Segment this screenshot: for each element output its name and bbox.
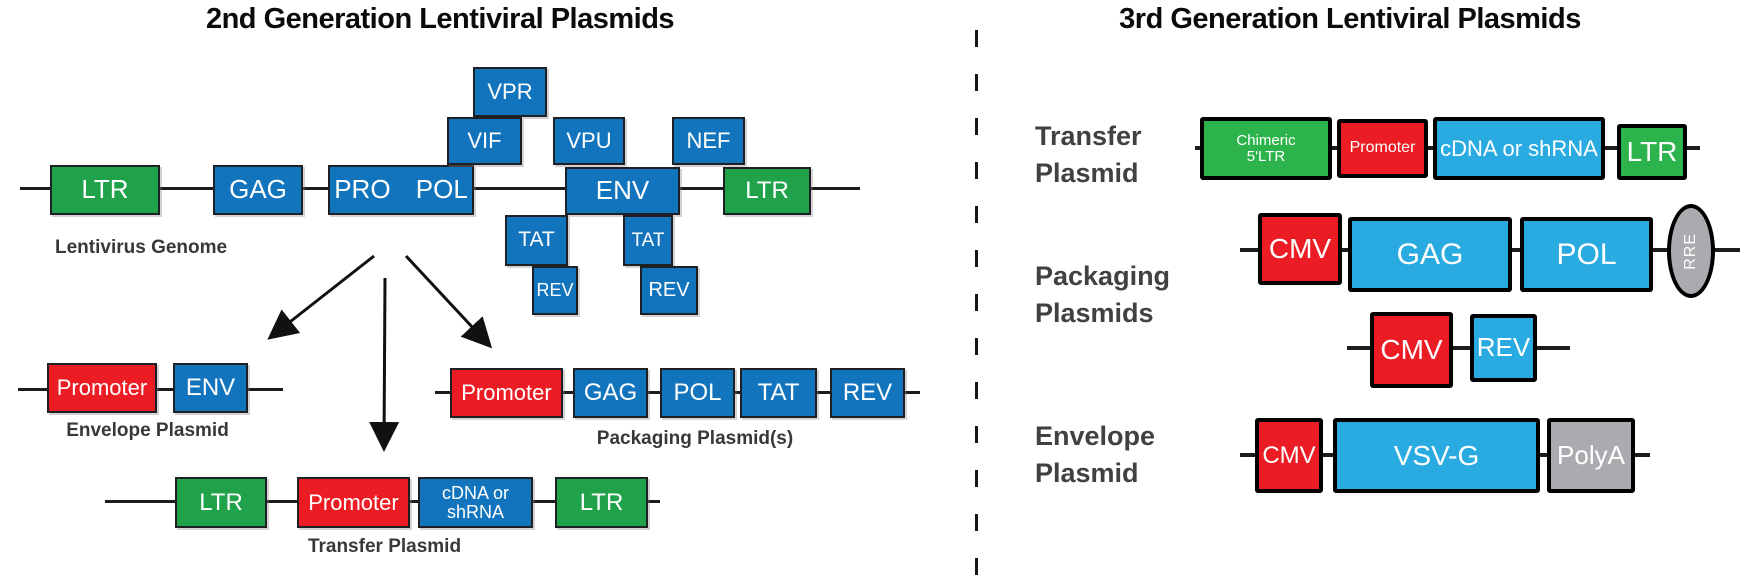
genome-box-ltr-right: LTR <box>723 167 811 215</box>
genome-box-rev-left: REV <box>532 266 578 315</box>
cdna-line2: shRNA <box>446 501 504 522</box>
right-box-vsvg: VSV-G <box>1333 418 1540 493</box>
packaging-box-gag: GAG <box>573 368 648 418</box>
chimeric-line1: Chimeric <box>1236 131 1296 149</box>
right-packaging-label-line1: Packaging <box>1035 261 1171 291</box>
genome-box-tat-right: TAT <box>623 215 673 266</box>
right-packaging-plasmids-label: Packaging Plasmids <box>1035 258 1170 332</box>
right-box-cmv-3: CMV <box>1255 418 1323 493</box>
arrow-to-transfer-plasmid <box>369 277 400 452</box>
right-envelope-label-line1: Envelope <box>1035 421 1156 451</box>
right-box-gag: GAG <box>1348 217 1512 292</box>
genome-box-env: ENV <box>565 167 680 215</box>
right-box-polya: PolyA <box>1547 418 1635 493</box>
right-envelope-label-line2: Plasmid <box>1035 458 1139 488</box>
genome-box-tat-left: TAT <box>505 215 568 266</box>
left-panel-title: 2nd Generation Lentiviral Plasmids <box>205 3 675 35</box>
right-transfer-plasmid-label: Transfer Plasmid <box>1035 118 1142 192</box>
right-oval-rre: RRE <box>1667 204 1715 298</box>
right-packaging-line2 <box>1347 346 1570 350</box>
right-box-cmv-2: CMV <box>1370 312 1453 388</box>
right-transfer-label-line1: Transfer <box>1035 121 1142 151</box>
right-box-cmv-1: CMV <box>1258 213 1342 285</box>
right-transfer-label-line2: Plasmid <box>1035 158 1139 188</box>
transfer-box-cdna-shrna: cDNA or shRNA <box>418 477 533 528</box>
lentivirus-genome-caption: Lentivirus Genome <box>55 237 228 258</box>
right-box-promoter: Promoter <box>1337 119 1428 178</box>
arrow-to-envelope-plasmid <box>267 254 375 340</box>
right-panel-title: 3rd Generation Lentiviral Plasmids <box>1119 3 1581 35</box>
genome-box-vif: VIF <box>447 117 522 165</box>
genome-box-gag: GAG <box>213 165 303 215</box>
panel-divider-dashed-line <box>975 30 978 575</box>
chimeric-line2: 5'LTR <box>1246 147 1286 165</box>
rre-label: RRE <box>1681 232 1699 270</box>
right-box-ltr: LTR <box>1617 124 1687 180</box>
packaging-box-promoter: Promoter <box>450 368 563 418</box>
packaging-box-rev: REV <box>830 368 905 418</box>
packaging-box-tat: TAT <box>740 368 817 418</box>
envelope-box-env: ENV <box>173 363 248 413</box>
packaging-box-pol: POL <box>660 368 735 418</box>
right-envelope-plasmid-label: Envelope Plasmid <box>1035 418 1155 492</box>
envelope-plasmid-caption: Envelope Plasmid <box>66 420 229 441</box>
genome-box-vpr: VPR <box>473 67 547 117</box>
right-box-pol: POL <box>1520 217 1653 292</box>
genome-box-rev-right: REV <box>640 266 698 315</box>
right-box-chimeric-5ltr: Chimeric 5'LTR <box>1200 117 1332 180</box>
transfer-box-ltr-right: LTR <box>555 477 648 528</box>
arrow-to-packaging-plasmid <box>404 254 493 349</box>
genome-box-vpu: VPU <box>553 117 625 165</box>
right-box-rev: REV <box>1470 314 1537 382</box>
cdna-line1: cDNA or <box>441 482 510 503</box>
transfer-box-ltr-left: LTR <box>175 477 267 528</box>
packaging-plasmid-caption: Packaging Plasmid(s) <box>596 428 794 449</box>
genome-box-pro-pol: PRO POL <box>328 165 474 215</box>
transfer-plasmid-caption: Transfer Plasmid <box>307 536 462 557</box>
genome-box-ltr-left: LTR <box>50 165 160 215</box>
envelope-box-promoter: Promoter <box>47 363 157 413</box>
genome-box-nef: NEF <box>672 117 745 165</box>
right-packaging-label-line2: Plasmids <box>1035 298 1154 328</box>
transfer-box-promoter: Promoter <box>297 477 410 528</box>
right-box-cdna-shrna: cDNA or shRNA <box>1433 117 1605 180</box>
